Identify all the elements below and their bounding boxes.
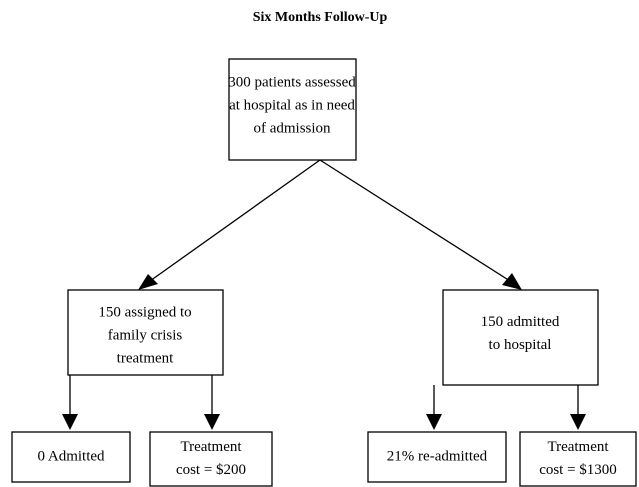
- node-label: treatment: [117, 350, 174, 366]
- arrow-head: [62, 414, 78, 430]
- node-label: family crisis: [108, 327, 183, 343]
- node-label: cost = $200: [176, 462, 246, 478]
- arrow-head: [426, 414, 442, 430]
- node-label: Treatment: [180, 439, 242, 455]
- arrow-head: [570, 414, 586, 430]
- title: Six Months Follow-Up: [253, 10, 388, 25]
- node-box: [11, 431, 131, 483]
- node-box: [67, 289, 224, 376]
- node-box: [228, 58, 357, 161]
- arrow-head: [138, 274, 158, 290]
- arrow: [319, 159, 511, 282]
- node-box: [149, 431, 273, 487]
- node-label: at hospital as in need: [229, 97, 355, 113]
- node-label: of admission: [253, 120, 331, 136]
- node-box: [442, 289, 599, 386]
- node-label: 150 assigned to: [98, 304, 191, 320]
- node-box: [519, 431, 637, 487]
- node-label: cost = $1300: [539, 462, 617, 478]
- node-label: 300 patients assessed: [228, 74, 356, 90]
- connectors: [62, 159, 586, 430]
- node-label: to hospital: [489, 337, 552, 353]
- node-box: [367, 431, 507, 483]
- arrow-head: [502, 273, 522, 290]
- node-label: Treatment: [547, 439, 609, 455]
- node-label: 150 admitted: [481, 314, 560, 330]
- arrow-head: [204, 414, 220, 430]
- arrow: [149, 159, 321, 282]
- node-label: 0 Admitted: [37, 448, 105, 464]
- node-label: 21% re-admitted: [387, 448, 488, 464]
